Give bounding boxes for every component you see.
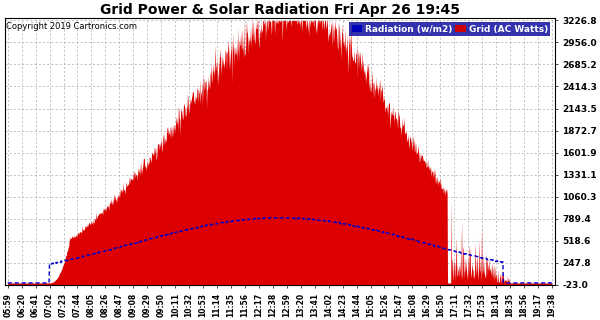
Legend: Radiation (w/m2), Grid (AC Watts): Radiation (w/m2), Grid (AC Watts) (349, 22, 550, 36)
Title: Grid Power & Solar Radiation Fri Apr 26 19:45: Grid Power & Solar Radiation Fri Apr 26 … (100, 3, 460, 17)
Text: Copyright 2019 Cartronics.com: Copyright 2019 Cartronics.com (6, 22, 137, 31)
